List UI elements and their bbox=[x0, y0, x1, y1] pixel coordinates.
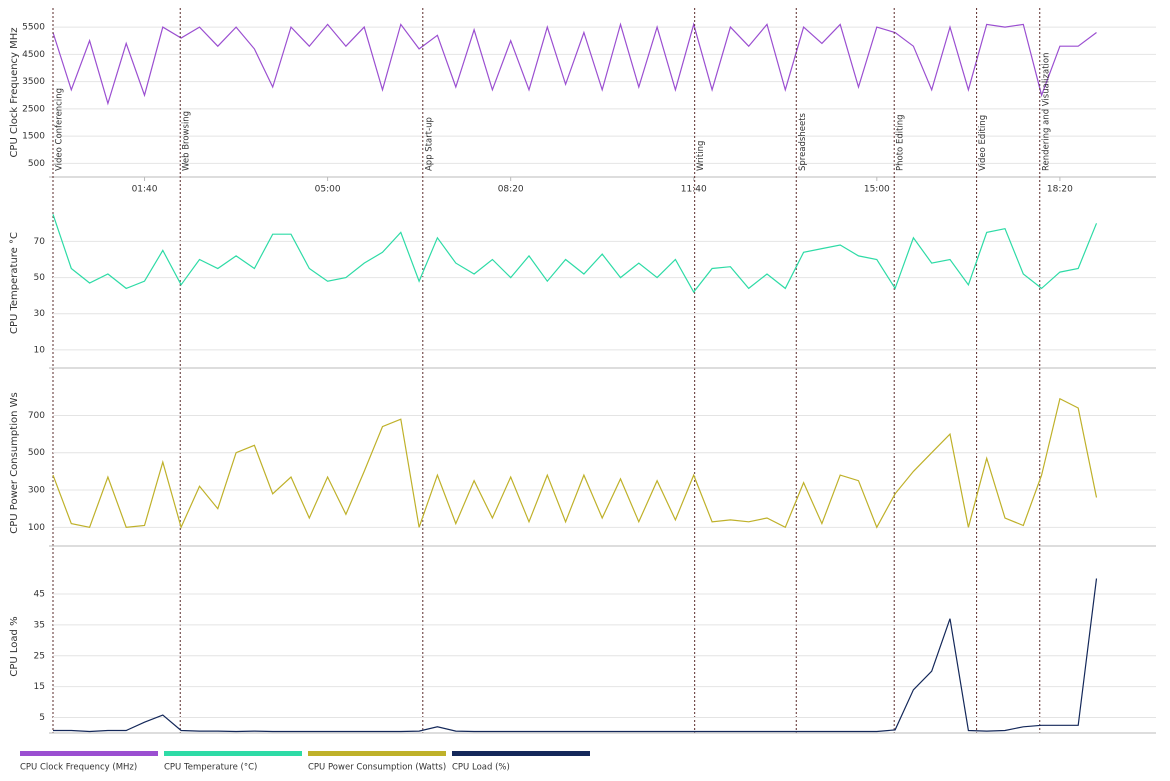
legend-swatch bbox=[452, 751, 590, 756]
y-tick-label: 3500 bbox=[22, 77, 45, 87]
event-label: Spreadsheets bbox=[798, 112, 808, 171]
y-tick-label: 30 bbox=[34, 309, 46, 319]
y-tick-label: 10 bbox=[34, 345, 46, 355]
y-tick-label: 35 bbox=[34, 620, 45, 630]
y-tick-label: 50 bbox=[34, 273, 46, 283]
data-line bbox=[52, 397, 1098, 530]
x-tick-label: 15:00 bbox=[864, 185, 890, 195]
y-tick-label: 700 bbox=[28, 411, 45, 421]
x-tick-label: 11:40 bbox=[681, 185, 707, 195]
event-label: Video Editing bbox=[978, 115, 988, 171]
legend-label: CPU Power Consumption (Watts) bbox=[308, 763, 446, 773]
x-tick-label: 18:20 bbox=[1047, 185, 1073, 195]
y-axis-label: CPU Power Consumption Ws bbox=[9, 392, 20, 533]
data-line bbox=[52, 214, 1098, 294]
y-tick-label: 25 bbox=[34, 651, 45, 661]
y-tick-label: 500 bbox=[28, 159, 45, 169]
y-tick-label: 45 bbox=[34, 589, 45, 599]
event-label: Photo Editing bbox=[896, 114, 906, 171]
legend-label: CPU Load (%) bbox=[452, 763, 510, 773]
event-label: App Start-up bbox=[424, 117, 434, 171]
legend-swatch bbox=[20, 751, 158, 756]
y-tick-label: 300 bbox=[28, 486, 45, 496]
x-tick-label: 08:20 bbox=[498, 185, 524, 195]
data-line bbox=[52, 22, 1097, 106]
y-axis-label: CPU Clock Frequency MHz bbox=[9, 27, 20, 157]
y-tick-label: 500 bbox=[28, 448, 45, 458]
legend-swatch bbox=[164, 751, 302, 756]
event-label: Rendering and Visualization bbox=[1041, 53, 1051, 172]
event-label: Writing bbox=[696, 141, 706, 171]
x-tick-label: 01:40 bbox=[132, 185, 158, 195]
y-tick-label: 1500 bbox=[22, 132, 45, 142]
y-tick-label: 5 bbox=[39, 713, 45, 723]
event-label: Video Conferencing bbox=[55, 88, 65, 171]
legend-label: CPU Temperature (°C) bbox=[164, 763, 257, 773]
x-tick-label: 05:00 bbox=[315, 185, 341, 195]
y-tick-label: 15 bbox=[34, 682, 45, 692]
y-axis-label: CPU Temperature °C bbox=[9, 232, 20, 334]
y-tick-label: 2500 bbox=[22, 104, 45, 114]
y-tick-label: 5500 bbox=[22, 23, 45, 33]
legend-swatch bbox=[308, 751, 446, 756]
data-line bbox=[53, 578, 1098, 733]
event-label: Web Browsing bbox=[182, 111, 192, 171]
y-axis-label: CPU Load % bbox=[9, 616, 20, 676]
y-tick-label: 70 bbox=[34, 237, 46, 247]
legend-label: CPU Clock Frequency (MHz) bbox=[20, 763, 137, 773]
y-tick-label: 100 bbox=[28, 523, 45, 533]
y-tick-label: 4500 bbox=[22, 50, 45, 60]
